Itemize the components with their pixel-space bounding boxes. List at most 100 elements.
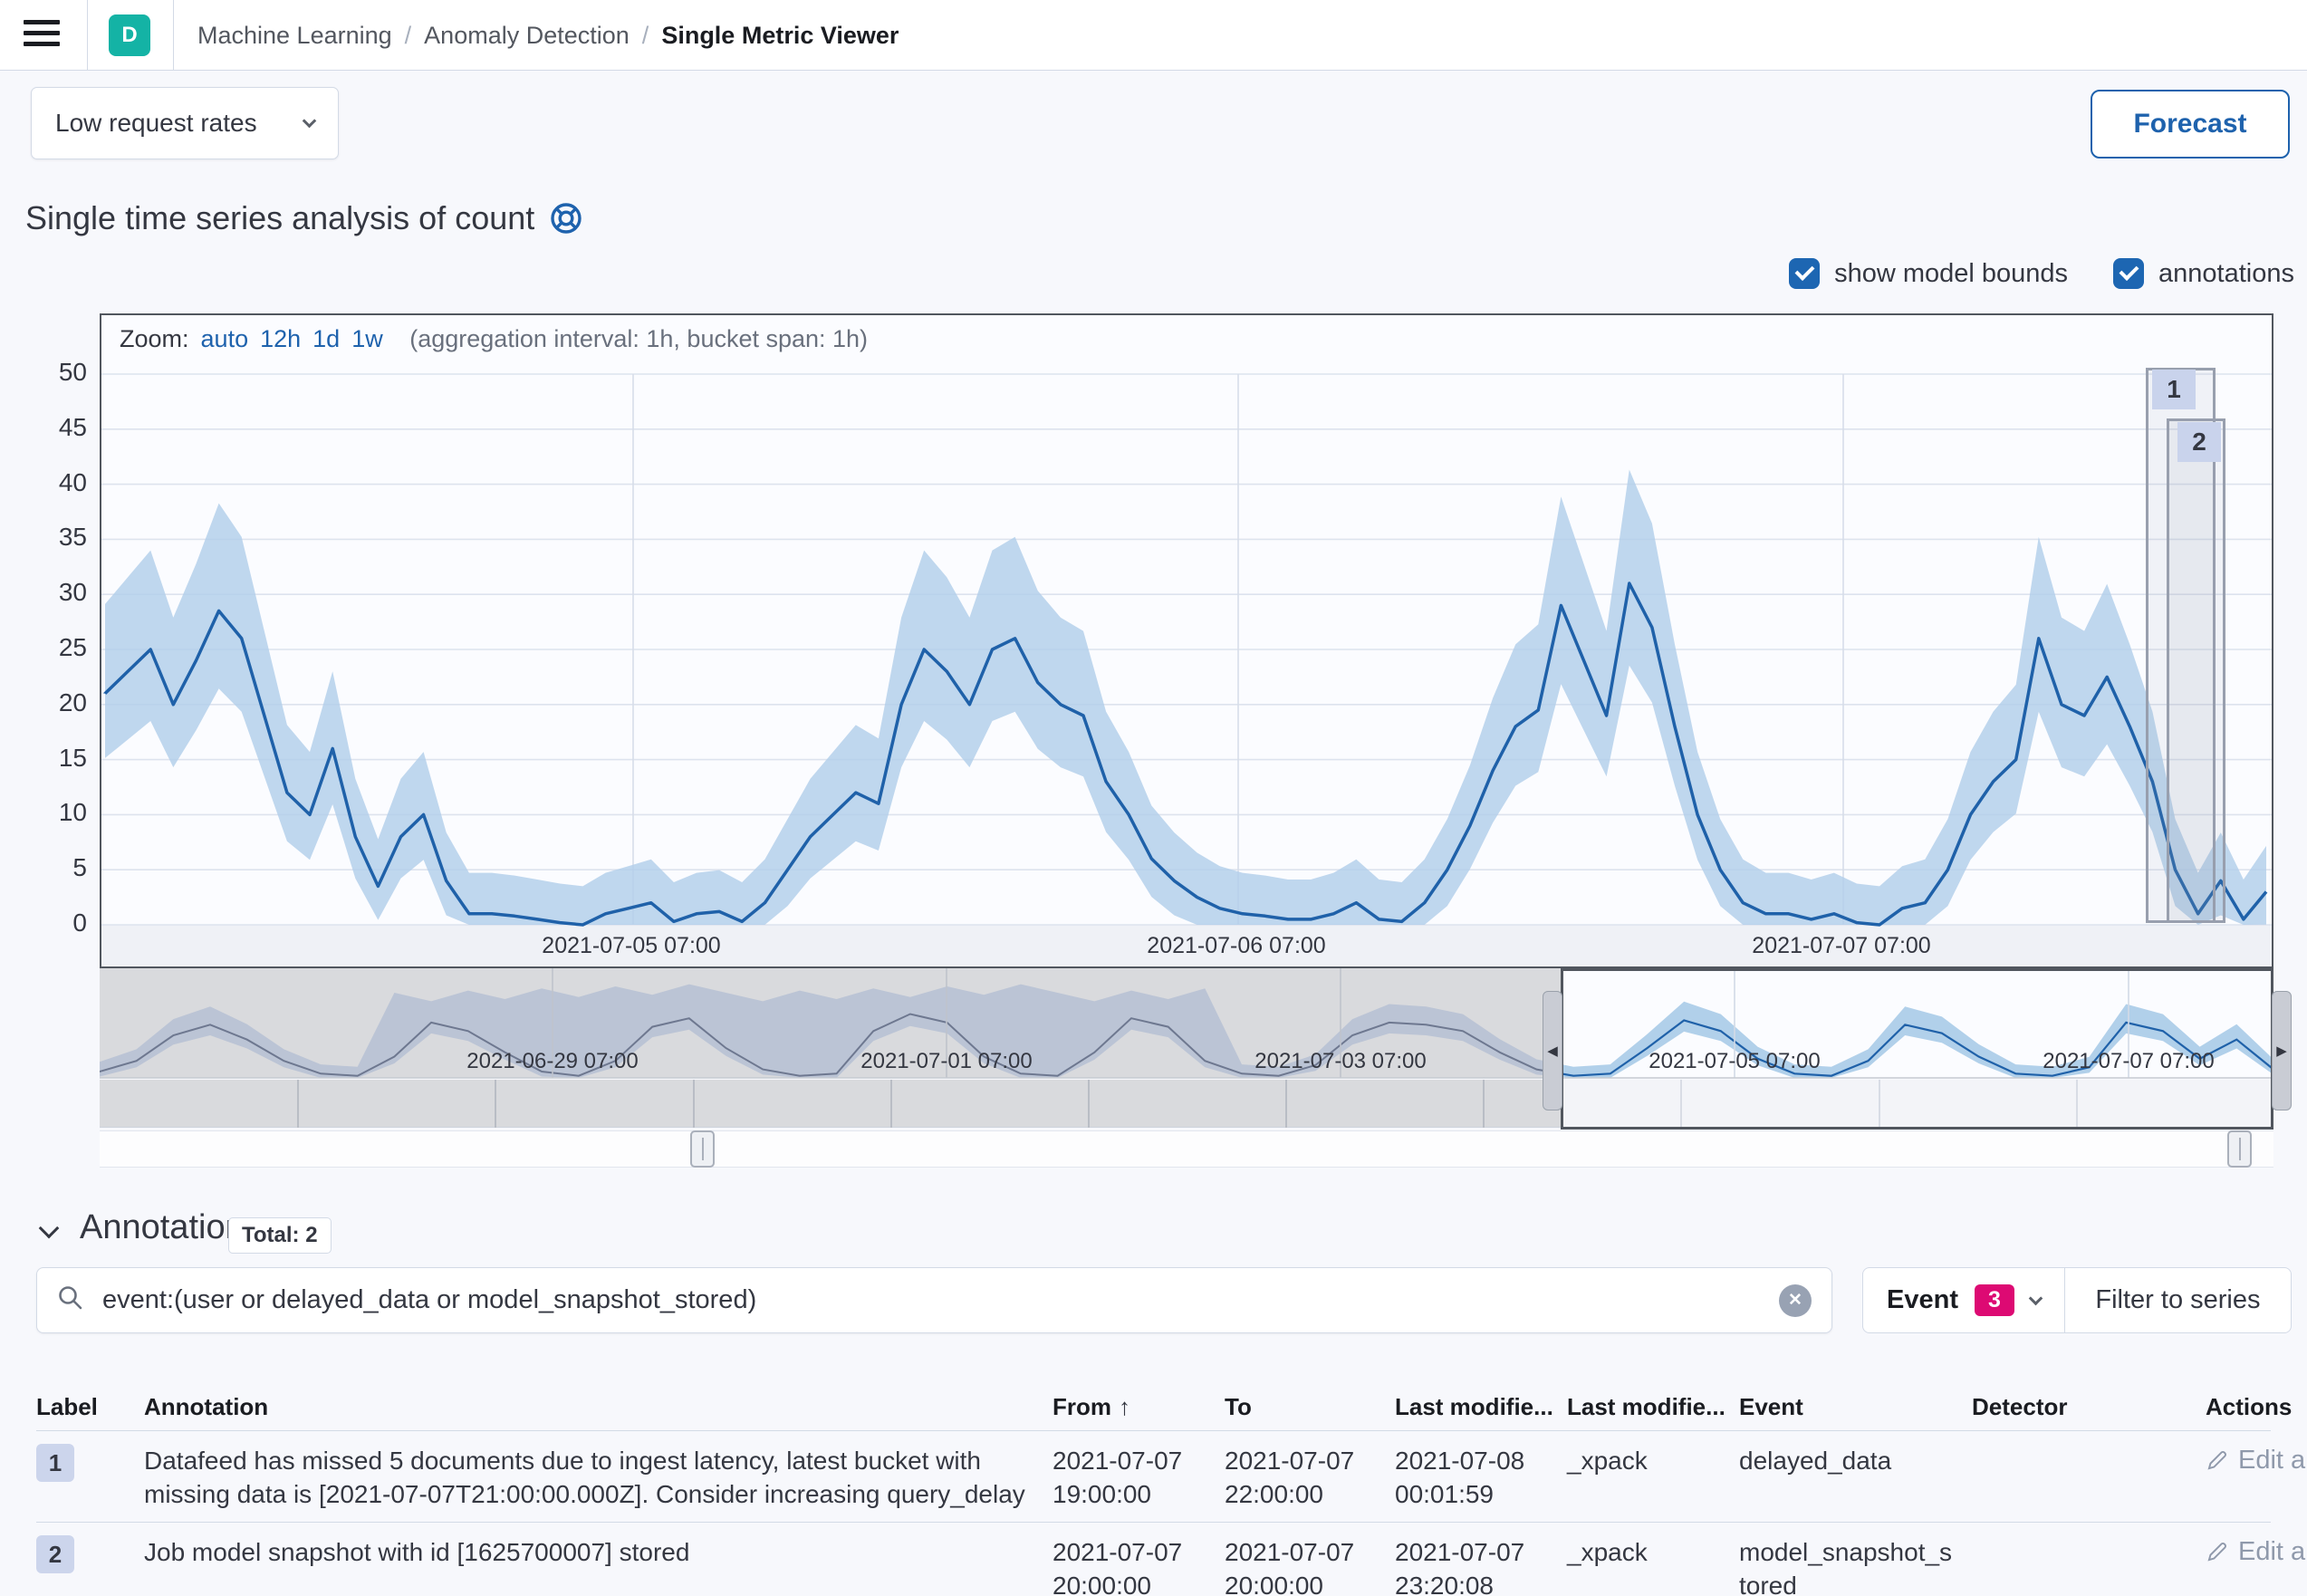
- zoom-link-12h[interactable]: 12h: [260, 325, 302, 352]
- arrow-up-icon: ↑: [1119, 1393, 1130, 1420]
- zoom-link-1d[interactable]: 1d: [312, 325, 341, 352]
- annotation-marker-label-1[interactable]: 1: [2152, 370, 2196, 409]
- event-filter-dropdown[interactable]: Event 3: [1863, 1268, 2064, 1332]
- clear-search-icon[interactable]: ✕: [1779, 1284, 1812, 1317]
- swimlane-masked-region[interactable]: [100, 1080, 1561, 1128]
- y-axis-tick: 40: [58, 467, 87, 496]
- brush-handle-left[interactable]: ◀: [1543, 991, 1562, 1110]
- action-cell[interactable]: Edit annotation: [2206, 1444, 2307, 1477]
- action-cell[interactable]: Edit annotation: [2206, 1535, 2307, 1569]
- y-axis-tick: 30: [58, 578, 87, 607]
- breadcrumb-separator: /: [404, 21, 412, 49]
- swimlane-cell-divider: [692, 1080, 695, 1128]
- event-cell: delayed_data: [1739, 1447, 1892, 1475]
- context-axis-tick: 2021-07-01 07:00: [860, 1049, 1033, 1073]
- annotation-cell: Job model snapshot with id [1625700007] …: [144, 1538, 690, 1566]
- annotation-label-badge: 1: [36, 1444, 74, 1482]
- aggregation-note: (aggregation interval: 1h, bucket span: …: [409, 325, 869, 352]
- main-chart-plot[interactable]: [101, 315, 2272, 966]
- table-row: 1 Datafeed has missed 5 documents due to …: [36, 1431, 2307, 1523]
- column-header-annotation: Annotation: [144, 1393, 269, 1420]
- annotations-collapse-chevron-icon[interactable]: [38, 1217, 60, 1239]
- label-cell: 2: [36, 1535, 144, 1573]
- column-header-detector: Detector: [1972, 1393, 2068, 1420]
- context-axis-tick: 2021-07-07 07:00: [2043, 1049, 2215, 1073]
- annotations-table: Label Annotation From ↑ To Last modifie... Las…: [36, 1384, 2307, 1596]
- show-model-bounds-checkbox[interactable]: [1789, 258, 1821, 289]
- zoom-label: Zoom:: [120, 325, 189, 352]
- breadcrumb-current: Single Metric Viewer: [661, 21, 899, 49]
- breadcrumb: Machine Learning / Anomaly Detection / Singl…: [197, 0, 899, 71]
- top-header-bar: D Machine Learning / Anomaly Detection / Sin…: [0, 0, 2307, 71]
- x-axis-tick: 2021-07-05 07:00: [542, 933, 721, 958]
- column-header-last-modifie-: Last modifie...: [1395, 1393, 1553, 1420]
- annotation-label-badge: 2: [36, 1535, 74, 1573]
- y-axis-tick: 25: [58, 633, 87, 661]
- column-header-label: Label: [36, 1393, 98, 1420]
- swimlane-cell-divider: [1285, 1080, 1288, 1128]
- annotations-checkbox[interactable]: [2113, 258, 2145, 289]
- job-selector-label: Low request rates: [55, 109, 257, 137]
- arrow-left-icon: ◀: [1547, 1043, 1558, 1059]
- menu-icon[interactable]: [24, 20, 60, 51]
- swimlane-cell-divider: [1087, 1080, 1090, 1128]
- x-axis-tick: 2021-07-07 07:00: [1752, 933, 1931, 958]
- swimlane-selected-region[interactable]: [1561, 1080, 2273, 1128]
- search-input[interactable]: [101, 1284, 1779, 1316]
- chevron-down-icon: [302, 113, 317, 129]
- column-header-from[interactable]: From ↑: [1053, 1393, 1130, 1420]
- annotations-total-badge: Total: 2: [228, 1217, 332, 1254]
- edit-annotation-label: Edit annotation: [2238, 1446, 2307, 1475]
- table-row: 2 Job model snapshot with id [1625700007]…: [36, 1523, 2307, 1596]
- chevron-down-icon: [2028, 1291, 2043, 1305]
- filter-to-series-button[interactable]: Filter to series: [2095, 1285, 2261, 1314]
- brush-handle-right[interactable]: ▶: [2272, 991, 2292, 1110]
- annotations-search-box: ✕: [36, 1267, 1832, 1333]
- annotation-marker-band-2[interactable]: [2167, 418, 2225, 923]
- to-cell: 2021-07-07 22:00:00: [1225, 1447, 1355, 1508]
- forecast-button[interactable]: Forecast: [2091, 90, 2290, 159]
- from-cell: 2021-07-07 19:00:00: [1053, 1447, 1183, 1508]
- annotations-label[interactable]: annotations: [2158, 258, 2294, 288]
- modified-date-cell: 2021-07-08 00:01:59: [1395, 1447, 1525, 1508]
- life-ring-help-icon[interactable]: [549, 201, 583, 236]
- app-badge[interactable]: D: [109, 14, 150, 56]
- modified-date-cell: 2021-07-07 23:20:08: [1395, 1538, 1525, 1596]
- annotations-filter-panel: Event 3 Filter to series: [1862, 1267, 2292, 1333]
- context-overview-chart[interactable]: [100, 968, 2273, 1082]
- column-header-to: To: [1225, 1393, 1252, 1420]
- swimlane-cell-divider: [2075, 1080, 2078, 1128]
- column-header-event: Event: [1739, 1393, 1803, 1420]
- x-axis-tick: 2021-07-06 07:00: [1147, 933, 1326, 958]
- time-series-chart[interactable]: Zoom: auto 12h 1d 1w (aggregation interval: …: [100, 313, 2273, 968]
- swimlane-cell-divider: [1878, 1080, 1880, 1128]
- event-cell: model_snapshot_stored: [1739, 1538, 1953, 1596]
- swimlane-cell-divider: [495, 1080, 497, 1128]
- swimlane-cell-divider: [1483, 1080, 1485, 1128]
- annotations-table-body: 1 Datafeed has missed 5 documents due to …: [36, 1431, 2307, 1596]
- time-range-brush[interactable]: ◀ ▶: [1543, 968, 2292, 1130]
- context-axis-tick: 2021-07-03 07:00: [1254, 1049, 1427, 1073]
- scroll-grip-right[interactable]: [2227, 1130, 2252, 1168]
- search-icon: [57, 1284, 84, 1316]
- breadcrumb-link[interactable]: Anomaly Detection: [424, 21, 630, 49]
- job-selector-dropdown[interactable]: Low request rates: [31, 87, 339, 159]
- panel-divider: [2063, 1268, 2065, 1332]
- scroll-grip-left[interactable]: [690, 1130, 715, 1168]
- from-cell: 2021-07-07 20:00:00: [1053, 1538, 1183, 1596]
- y-axis-tick: 20: [58, 687, 87, 716]
- zoom-link-auto[interactable]: auto: [200, 325, 249, 352]
- swimlane-cell-divider: [297, 1080, 300, 1128]
- page-title: Single time series analysis of count: [25, 199, 535, 236]
- y-axis-tick: 0: [72, 909, 87, 937]
- swimlane-cell-divider: [1680, 1080, 1683, 1128]
- breadcrumb-link[interactable]: Machine Learning: [197, 21, 392, 49]
- swimlane-cell-divider: [889, 1080, 892, 1128]
- y-axis-tick: 35: [58, 523, 87, 552]
- column-header-last-modifie-: Last modifie...: [1567, 1393, 1725, 1420]
- show-model-bounds-label[interactable]: show model bounds: [1834, 258, 2069, 288]
- arrow-right-icon: ▶: [2276, 1043, 2287, 1059]
- annotation-marker-label-2[interactable]: 2: [2177, 422, 2221, 462]
- context-axis-tick: 2021-07-05 07:00: [1649, 1049, 1821, 1073]
- zoom-link-1w[interactable]: 1w: [351, 325, 383, 352]
